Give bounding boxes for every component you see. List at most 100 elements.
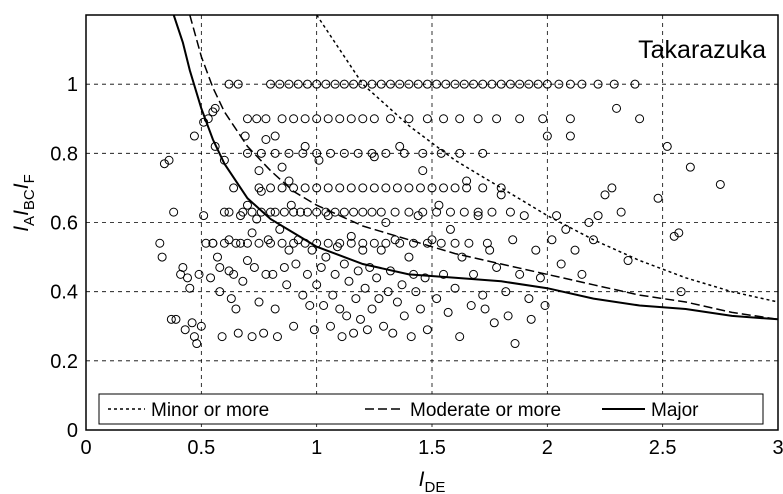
data-point [272, 332, 282, 342]
data-point [312, 183, 322, 193]
data-point [379, 321, 389, 331]
data-point [462, 183, 472, 193]
data-point [492, 114, 502, 124]
x-tick-label: 1.5 [418, 437, 446, 459]
data-point [199, 211, 209, 221]
y-tick-label: 0.4 [50, 282, 78, 304]
data-point [233, 328, 243, 338]
data-point [355, 314, 365, 324]
legend-label: Minor or more [151, 400, 269, 421]
data-point [242, 114, 252, 124]
data-point [339, 148, 349, 158]
data-point [261, 135, 271, 144]
data-point [358, 238, 368, 248]
data-point [226, 294, 236, 304]
data-point [505, 79, 515, 89]
data-point [342, 311, 352, 321]
data-point [524, 294, 534, 304]
y-tick-label: 0.8 [50, 143, 78, 165]
data-point [157, 252, 167, 262]
data-point [685, 162, 695, 172]
data-point [489, 318, 499, 328]
data-point [473, 211, 483, 221]
data-point [570, 245, 580, 255]
data-point [224, 79, 234, 89]
data-point [455, 114, 465, 124]
data-point [374, 294, 384, 304]
data-point [284, 176, 294, 186]
data-point [312, 207, 322, 217]
data-point [346, 114, 356, 124]
data-point [381, 183, 391, 193]
data-point [418, 166, 428, 176]
data-point [279, 262, 289, 272]
data-point [457, 252, 467, 262]
data-point [169, 207, 179, 217]
data-point [252, 114, 262, 124]
data-point [367, 79, 377, 89]
data-point [450, 238, 460, 248]
data-point [180, 325, 190, 335]
data-point [478, 183, 488, 193]
data-point [715, 179, 725, 189]
data-point [284, 245, 294, 255]
data-point [554, 79, 564, 89]
data-point [335, 238, 345, 248]
data-point [450, 183, 460, 193]
data-point [482, 238, 492, 248]
data-point [422, 238, 432, 248]
data-point [415, 304, 425, 314]
data-point [323, 183, 333, 193]
data-point [420, 273, 430, 283]
data-point [542, 131, 552, 141]
data-point [422, 79, 432, 89]
data-point [291, 259, 301, 269]
data-point [247, 207, 257, 217]
data-point [473, 207, 483, 217]
data-point [349, 207, 359, 217]
data-point [266, 207, 276, 217]
data-point [577, 269, 587, 279]
data-point [381, 238, 391, 248]
data-point [427, 183, 437, 193]
data-point [600, 190, 610, 200]
data-point [196, 321, 206, 331]
data-point [455, 332, 465, 342]
data-point [404, 207, 414, 217]
data-point [362, 325, 372, 335]
data-point [469, 79, 479, 89]
data-point [178, 262, 188, 272]
data-point [266, 238, 276, 248]
data-point [510, 339, 520, 349]
data-point [316, 262, 326, 272]
data-point [395, 141, 405, 151]
data-point [478, 290, 488, 300]
data-point [298, 290, 308, 300]
data-point [519, 211, 529, 221]
data-point [556, 259, 566, 269]
y-tick-label: 0.2 [50, 351, 78, 373]
curve-dashed [189, 14, 779, 321]
data-point [505, 207, 515, 217]
data-point [335, 304, 345, 314]
data-point [270, 148, 280, 158]
data-point [501, 287, 511, 297]
data-point [353, 266, 363, 276]
data-point [480, 304, 490, 314]
data-point [155, 238, 165, 248]
data-point [300, 183, 310, 193]
data-point [312, 79, 322, 89]
data-point [302, 207, 312, 217]
data-point [385, 79, 395, 89]
x-tick-label: 3 [772, 437, 783, 459]
data-point [469, 269, 479, 279]
data-point [432, 294, 442, 304]
data-point [300, 114, 310, 124]
x-tick-label: 2.5 [649, 437, 677, 459]
data-point [367, 207, 377, 217]
data-point [277, 238, 287, 248]
data-point [296, 207, 306, 217]
data-point [224, 207, 234, 217]
data-point [353, 148, 363, 158]
